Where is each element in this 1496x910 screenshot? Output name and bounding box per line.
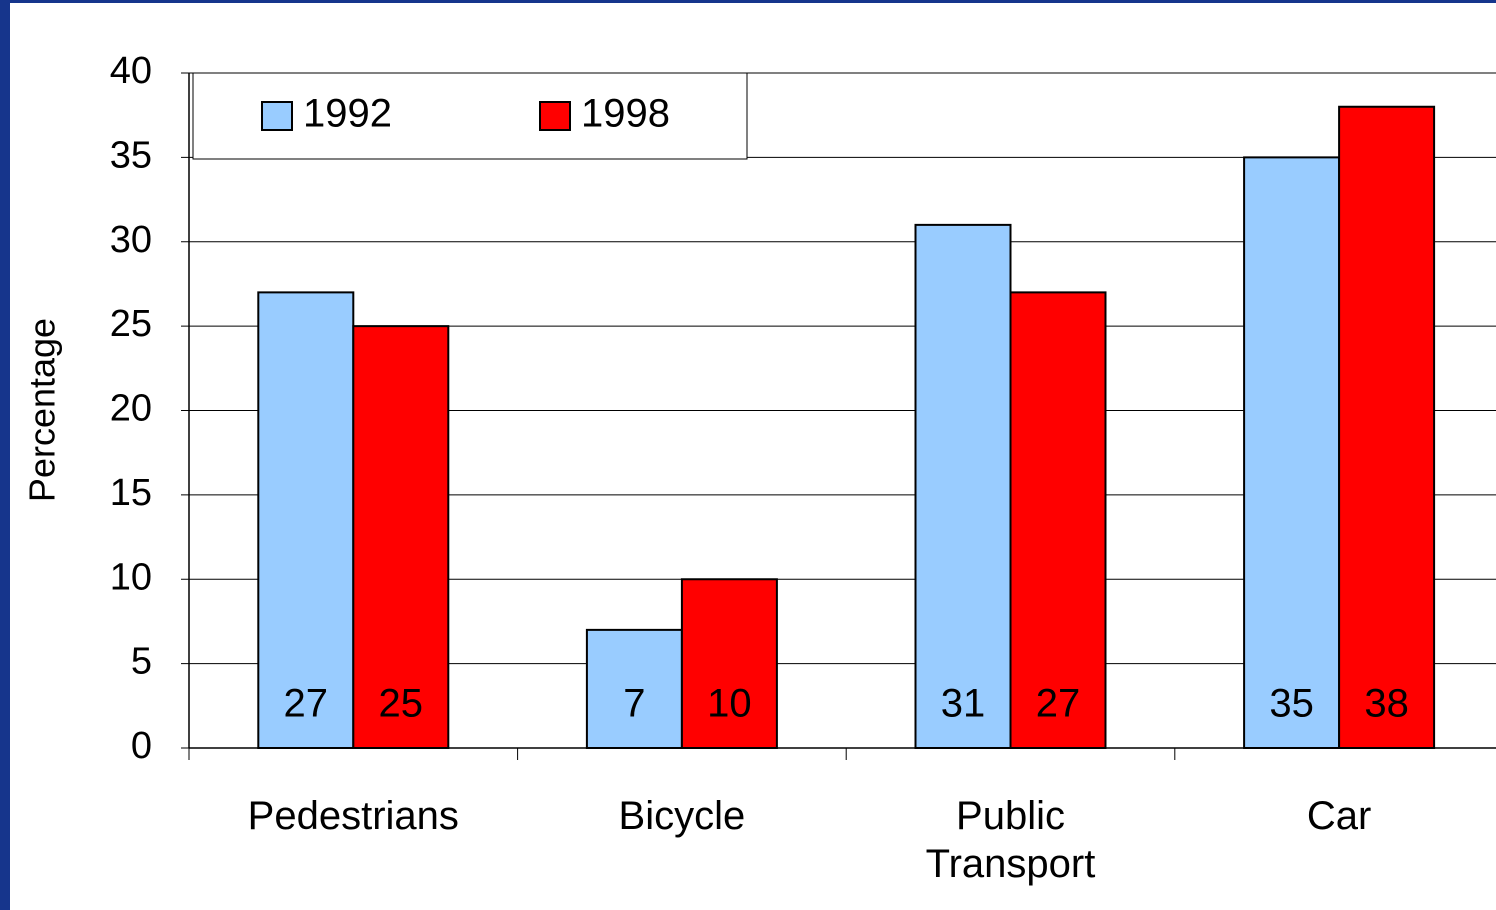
y-tick-label: 40 [110, 50, 152, 92]
data-label: 35 [1269, 682, 1314, 726]
data-label: 27 [284, 682, 329, 726]
y-tick-label: 35 [110, 134, 152, 176]
y-axis-label: Percentage [22, 318, 63, 502]
bar [1338, 105, 1436, 749]
y-tick-label: 15 [110, 472, 152, 514]
legend-swatch [539, 101, 571, 131]
x-tick-label: Public Transport [925, 794, 1096, 886]
bar [1243, 156, 1341, 749]
bar [1009, 291, 1107, 749]
y-tick-label: 20 [110, 388, 152, 430]
y-tick-label: 0 [131, 725, 152, 767]
data-label: 31 [941, 682, 986, 726]
y-tick-label: 30 [110, 219, 152, 261]
data-label: 10 [707, 682, 752, 726]
legend-swatch [261, 101, 293, 131]
data-label: 7 [623, 682, 645, 726]
y-tick-label: 25 [110, 303, 152, 345]
x-tick-label: Pedestrians [247, 794, 459, 838]
data-label: 38 [1364, 682, 1409, 726]
y-tick-label: 5 [131, 641, 152, 683]
bar [914, 223, 1012, 749]
data-label: 25 [379, 682, 424, 726]
x-tick-label: Bicycle [618, 794, 746, 838]
data-label: 27 [1036, 682, 1081, 726]
bar [352, 325, 450, 749]
x-tick-label: Car [1306, 794, 1372, 838]
legend-label: 1992 [303, 92, 392, 136]
legend-label: 1998 [581, 92, 670, 136]
y-tick-label: 10 [110, 556, 152, 598]
bar [257, 291, 355, 749]
bar [680, 578, 778, 749]
